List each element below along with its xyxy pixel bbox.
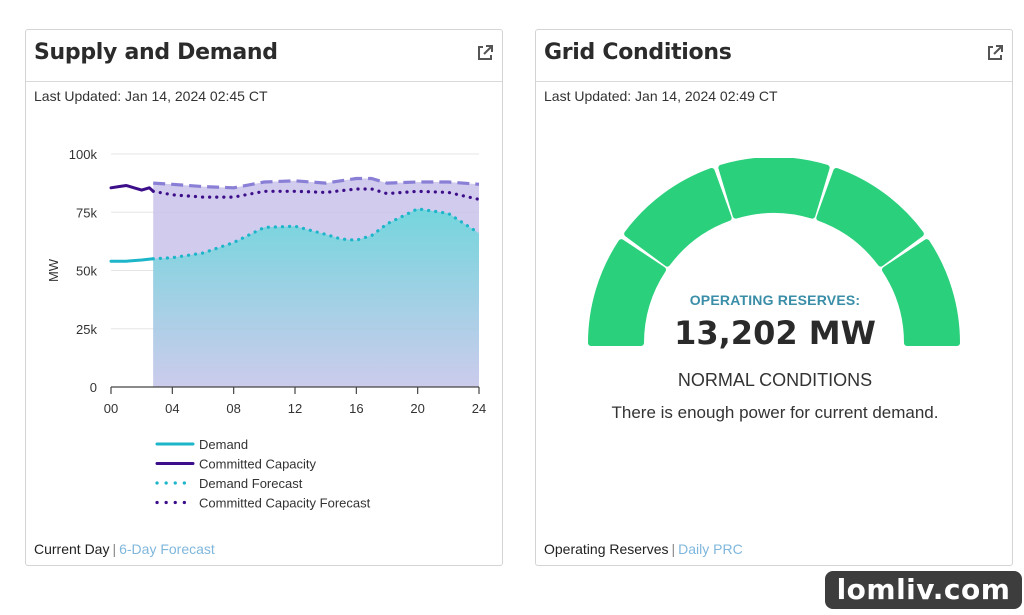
- grid-conditions-card: Grid Conditions Last Updated: Jan 14, 20…: [535, 29, 1013, 566]
- y-tick-label: 25k: [76, 322, 97, 337]
- last-updated: Last Updated: Jan 14, 2024 02:49 CT: [544, 88, 778, 104]
- series-line-committed-capacity: [109, 184, 155, 193]
- demand-forecast-area: [153, 208, 479, 387]
- gauge-segment: [588, 239, 667, 346]
- legend-label: Demand Forecast: [199, 476, 303, 491]
- card-footer: Current Day | 6-Day Forecast: [34, 541, 215, 557]
- x-tick-label: 24: [472, 401, 486, 416]
- y-tick-label: 100k: [69, 147, 98, 162]
- six-day-forecast-link[interactable]: 6-Day Forecast: [119, 541, 215, 557]
- card-header: Grid Conditions: [536, 30, 1012, 82]
- x-tick-label: 00: [104, 401, 118, 416]
- footer-separator: |: [671, 541, 676, 557]
- operating-reserves-footer-label: Operating Reserves: [544, 541, 669, 557]
- series-line-demand: [109, 257, 155, 263]
- x-tick-label: 04: [165, 401, 179, 416]
- conditions-status: NORMAL CONDITIONS: [677, 370, 873, 390]
- x-tick-label: 12: [288, 401, 302, 416]
- x-tick-label: 16: [349, 401, 363, 416]
- supply-demand-chart: 0 25k 50k 75k 100k MW 00 04 08 12 16 20 24 Demand Com…: [46, 147, 486, 511]
- daily-prc-link[interactable]: Daily PRC: [678, 541, 743, 557]
- card-footer: Operating Reserves | Daily PRC: [544, 541, 743, 557]
- last-updated: Last Updated: Jan 14, 2024 02:45 CT: [34, 88, 268, 104]
- card-title: Grid Conditions: [544, 40, 732, 65]
- y-axis-label: MW: [46, 258, 61, 282]
- operating-reserves-value: 13,202 MW: [674, 314, 876, 352]
- y-tick-label: 75k: [76, 205, 97, 220]
- y-tick-label: 50k: [76, 264, 97, 279]
- gauge-segment: [816, 167, 924, 267]
- y-tick-label: 0: [90, 380, 97, 395]
- series-line-available-capacity: [153, 176, 480, 190]
- x-tick-label: 08: [226, 401, 240, 416]
- card-title: Supply and Demand: [34, 40, 278, 65]
- watermark: lomliv.com: [825, 571, 1022, 609]
- operating-reserves-label: OPERATING RESERVES:: [689, 292, 861, 308]
- external-link-icon[interactable]: [476, 44, 494, 62]
- gauge-segment: [881, 239, 960, 346]
- legend-label: Committed Capacity: [199, 457, 317, 472]
- footer-separator: |: [112, 541, 117, 557]
- current-day-label: Current Day: [34, 541, 110, 557]
- x-tick-label: 20: [410, 401, 424, 416]
- reserves-gauge: [588, 158, 960, 346]
- legend-label: Demand: [199, 437, 248, 452]
- legend-label: Committed Capacity Forecast: [199, 496, 371, 511]
- series-line-demand-forecast: [151, 207, 481, 261]
- card-header: Supply and Demand: [26, 30, 502, 82]
- supply-demand-card: Supply and Demand Last Updated: Jan 14, …: [25, 29, 503, 566]
- series-line-committed-capacity-forecast: [151, 187, 481, 201]
- gauge-segment: [718, 158, 830, 219]
- external-link-icon[interactable]: [986, 44, 1004, 62]
- conditions-message: There is enough power for current demand…: [611, 403, 939, 422]
- gauge-segment: [624, 167, 732, 267]
